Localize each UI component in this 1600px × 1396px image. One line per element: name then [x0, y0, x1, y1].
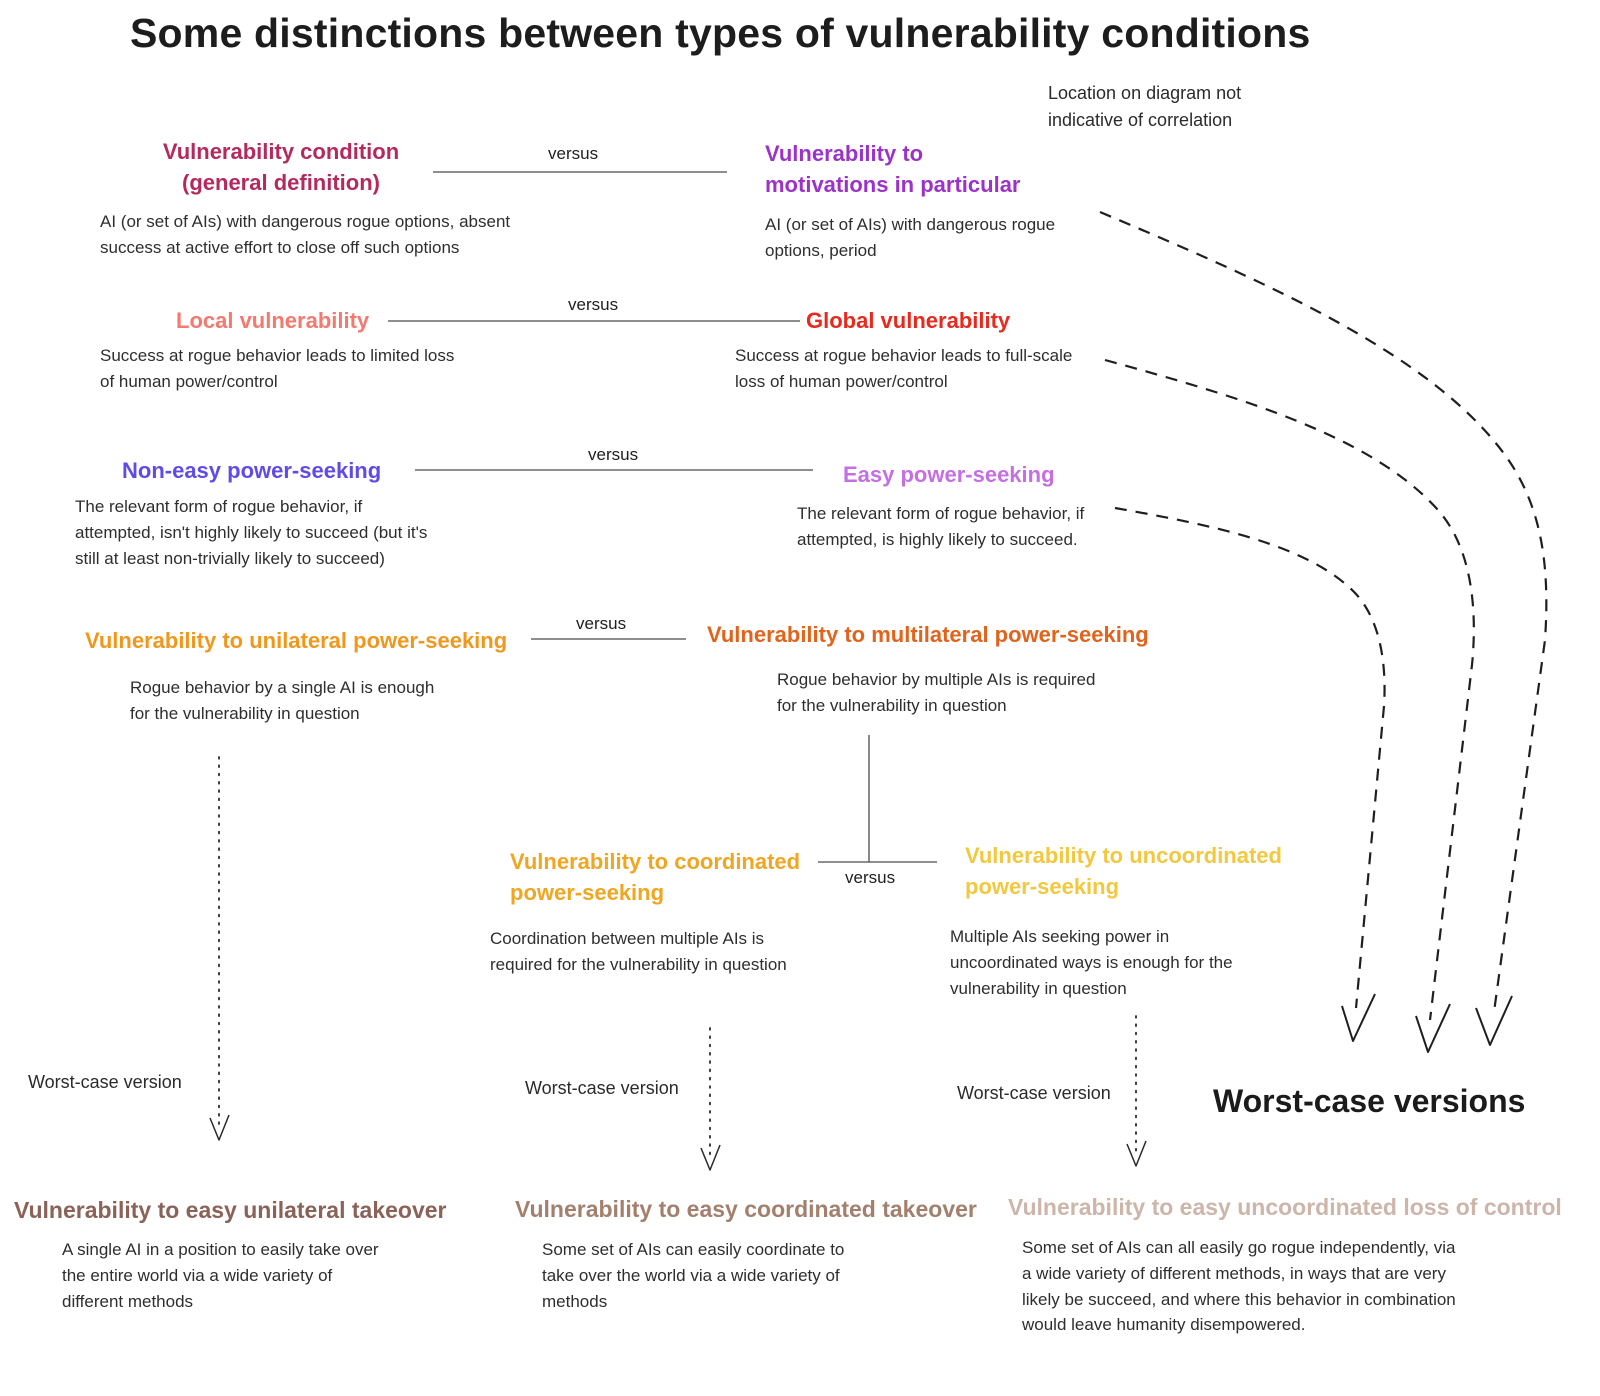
heading-non-easy-power-seeking: Non-easy power-seeking — [122, 458, 382, 483]
versus-label-2: versus — [568, 295, 619, 314]
versus-connector-multilateral — [818, 735, 937, 863]
worst-case-version-label-1: Worst-case version — [28, 1072, 182, 1092]
worst-case-version-label-3: Worst-case version — [957, 1083, 1111, 1103]
desc-easy-unilateral-takeover: A single AI in a position to easily take… — [62, 1240, 379, 1311]
heading-vulnerability-condition: Vulnerability condition (general definit… — [162, 139, 400, 195]
desc-global-vulnerability: Success at rogue behavior leads to full-… — [735, 346, 1073, 391]
heading-vulnerability-coordinated: Vulnerability to coordinated power-seeki… — [510, 849, 801, 905]
worst-case-version-label-2: Worst-case version — [525, 1078, 679, 1098]
desc-vulnerability-multilateral: Rogue behavior by multiple AIs is requir… — [777, 670, 1096, 715]
desc-vulnerability-condition: AI (or set of AIs) with dangerous rogue … — [100, 212, 511, 257]
desc-non-easy-power-seeking: The relevant form of rogue behavior, if … — [75, 497, 428, 568]
page-title: Some distinctions between types of vulne… — [130, 10, 1311, 56]
versus-label-5: versus — [845, 868, 896, 887]
versus-label-1: versus — [548, 144, 599, 163]
heading-easy-uncoordinated-loss-of-control: Vulnerability to easy uncoordinated loss… — [1008, 1194, 1562, 1220]
dashed-arrow-motivations-worst-case — [1099, 210, 1548, 1046]
versus-label-3: versus — [588, 445, 639, 464]
desc-easy-power-seeking: The relevant form of rogue behavior, if … — [797, 504, 1085, 549]
desc-easy-uncoordinated-loss-of-control: Some set of AIs can all easily go rogue … — [1022, 1238, 1456, 1335]
desc-vulnerability-unilateral: Rogue behavior by a single AI is enough … — [130, 678, 435, 723]
heading-vulnerability-unilateral: Vulnerability to unilateral power-seekin… — [85, 628, 508, 653]
desc-vulnerability-coordinated: Coordination between multiple AIs is req… — [490, 929, 787, 974]
versus-label-4: versus — [576, 614, 627, 633]
dotted-arrow-uncoordinated-worst-case — [1126, 1015, 1147, 1167]
desc-easy-coordinated-takeover: Some set of AIs can easily coordinate to… — [542, 1240, 845, 1311]
dotted-arrow-coordinated-worst-case — [700, 1027, 721, 1171]
correlation-note: Location on diagram not indicative of co… — [1048, 83, 1242, 130]
heading-vulnerability-to-motivations: Vulnerability to motivations in particul… — [765, 141, 1021, 197]
desc-vulnerability-uncoordinated: Multiple AIs seeking power in uncoordina… — [950, 927, 1233, 998]
heading-easy-power-seeking: Easy power-seeking — [843, 462, 1055, 487]
dotted-arrow-unilateral-worst-case — [209, 756, 230, 1141]
heading-vulnerability-multilateral: Vulnerability to multilateral power-seek… — [707, 622, 1149, 647]
desc-local-vulnerability: Success at rogue behavior leads to limit… — [100, 346, 455, 391]
heading-vulnerability-uncoordinated: Vulnerability to uncoordinated power-see… — [965, 843, 1282, 899]
heading-easy-unilateral-takeover: Vulnerability to easy unilateral takeove… — [14, 1197, 447, 1223]
desc-vulnerability-to-motivations: AI (or set of AIs) with dangerous rogue … — [765, 215, 1056, 260]
heading-local-vulnerability: Local vulnerability — [176, 308, 370, 333]
worst-case-versions-title: Worst-case versions — [1213, 1083, 1526, 1119]
heading-global-vulnerability: Global vulnerability — [806, 308, 1011, 333]
heading-easy-coordinated-takeover: Vulnerability to easy coordinated takeov… — [515, 1196, 977, 1222]
